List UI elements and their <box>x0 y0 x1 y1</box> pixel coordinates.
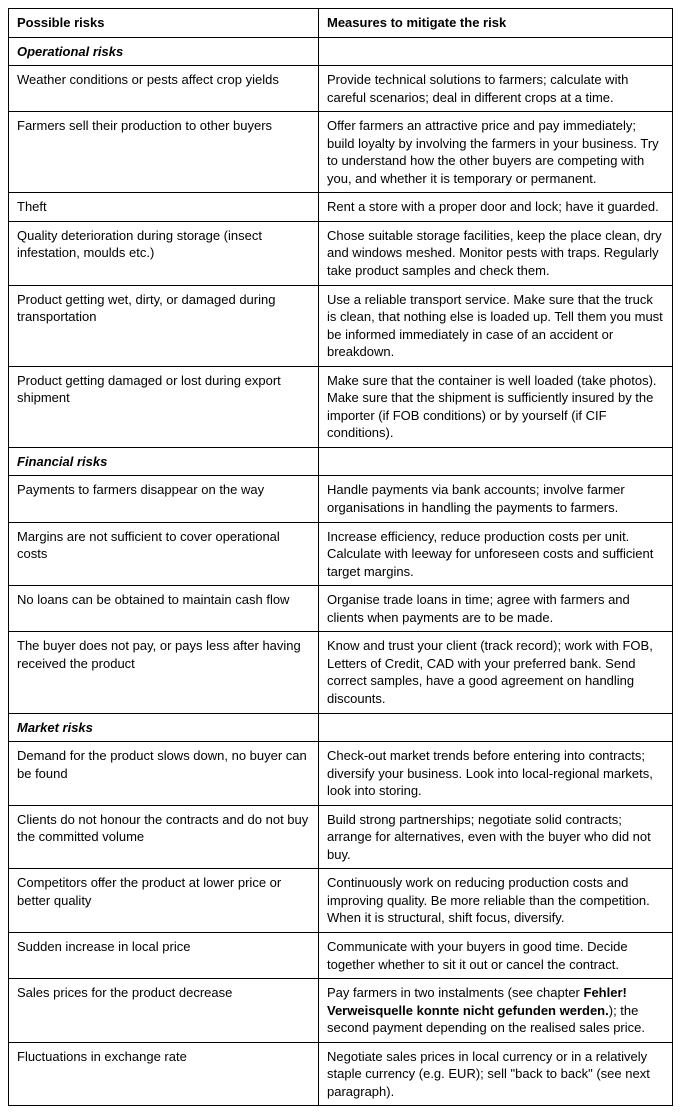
section-empty <box>319 37 673 66</box>
table-row: TheftRent a store with a proper door and… <box>9 193 673 222</box>
table-row: Weather conditions or pests affect crop … <box>9 66 673 112</box>
measure-cell: Offer farmers an attractive price and pa… <box>319 112 673 193</box>
risk-cell: Demand for the product slows down, no bu… <box>9 742 319 806</box>
table-row: Payments to farmers disappear on the way… <box>9 476 673 522</box>
header-measures: Measures to mitigate the risk <box>319 9 673 38</box>
table-row: Margins are not sufficient to cover oper… <box>9 522 673 586</box>
table-row: Fluctuations in exchange rateNegotiate s… <box>9 1042 673 1106</box>
table-header-row: Possible risks Measures to mitigate the … <box>9 9 673 38</box>
risk-cell: Product getting wet, dirty, or damaged d… <box>9 285 319 366</box>
measure-cell: Use a reliable transport service. Make s… <box>319 285 673 366</box>
risk-cell: Competitors offer the product at lower p… <box>9 869 319 933</box>
measure-cell: Check-out market trends before entering … <box>319 742 673 806</box>
measure-cell: Know and trust your client (track record… <box>319 632 673 713</box>
table-row: Sales prices for the product decreasePay… <box>9 979 673 1043</box>
risk-cell: Sales prices for the product decrease <box>9 979 319 1043</box>
measure-cell: Handle payments via bank accounts; invol… <box>319 476 673 522</box>
risk-cell: Fluctuations in exchange rate <box>9 1042 319 1106</box>
measure-cell: Increase efficiency, reduce production c… <box>319 522 673 586</box>
risk-cell: Sudden increase in local price <box>9 932 319 978</box>
table-row: No loans can be obtained to maintain cas… <box>9 586 673 632</box>
measure-cell: Negotiate sales prices in local currency… <box>319 1042 673 1106</box>
table-row: Sudden increase in local priceCommunicat… <box>9 932 673 978</box>
header-risks: Possible risks <box>9 9 319 38</box>
risk-cell: No loans can be obtained to maintain cas… <box>9 586 319 632</box>
table-row: Quality deterioration during storage (in… <box>9 221 673 285</box>
risk-cell: Product getting damaged or lost during e… <box>9 366 319 447</box>
measure-cell: Rent a store with a proper door and lock… <box>319 193 673 222</box>
measure-cell: Chose suitable storage facilities, keep … <box>319 221 673 285</box>
section-row: Market risks <box>9 713 673 742</box>
risk-cell: Margins are not sufficient to cover oper… <box>9 522 319 586</box>
risk-cell: The buyer does not pay, or pays less aft… <box>9 632 319 713</box>
risk-table: Possible risks Measures to mitigate the … <box>8 8 673 1106</box>
risk-cell: Payments to farmers disappear on the way <box>9 476 319 522</box>
measure-cell: Build strong partnerships; negotiate sol… <box>319 805 673 869</box>
section-title: Market risks <box>9 713 319 742</box>
risk-cell: Theft <box>9 193 319 222</box>
section-title: Operational risks <box>9 37 319 66</box>
table-row: Farmers sell their production to other b… <box>9 112 673 193</box>
measure-cell: Make sure that the container is well loa… <box>319 366 673 447</box>
table-row: Clients do not honour the contracts and … <box>9 805 673 869</box>
risk-cell: Weather conditions or pests affect crop … <box>9 66 319 112</box>
table-row: Product getting wet, dirty, or damaged d… <box>9 285 673 366</box>
table-row: Competitors offer the product at lower p… <box>9 869 673 933</box>
risk-cell: Farmers sell their production to other b… <box>9 112 319 193</box>
section-empty <box>319 447 673 476</box>
table-row: Product getting damaged or lost during e… <box>9 366 673 447</box>
risk-cell: Clients do not honour the contracts and … <box>9 805 319 869</box>
risk-cell: Quality deterioration during storage (in… <box>9 221 319 285</box>
section-empty <box>319 713 673 742</box>
measure-cell: Provide technical solutions to farmers; … <box>319 66 673 112</box>
section-row: Operational risks <box>9 37 673 66</box>
error-reference: Fehler! Verweisquelle konnte nicht gefun… <box>327 985 627 1018</box>
measure-cell: Continuously work on reducing production… <box>319 869 673 933</box>
table-row: Demand for the product slows down, no bu… <box>9 742 673 806</box>
measure-cell: Pay farmers in two instalments (see chap… <box>319 979 673 1043</box>
measure-cell: Organise trade loans in time; agree with… <box>319 586 673 632</box>
section-title: Financial risks <box>9 447 319 476</box>
table-row: The buyer does not pay, or pays less aft… <box>9 632 673 713</box>
measure-cell: Communicate with your buyers in good tim… <box>319 932 673 978</box>
section-row: Financial risks <box>9 447 673 476</box>
